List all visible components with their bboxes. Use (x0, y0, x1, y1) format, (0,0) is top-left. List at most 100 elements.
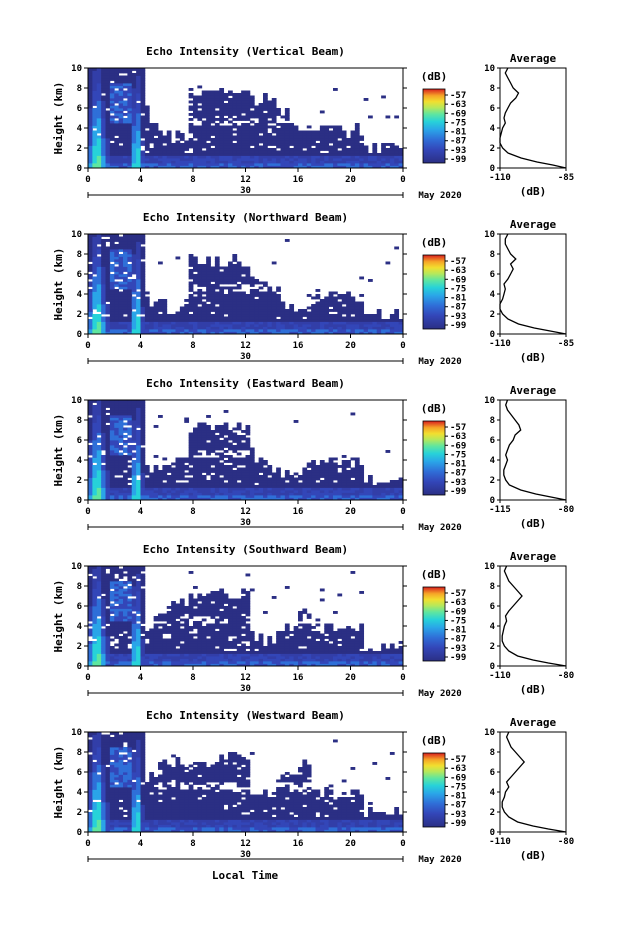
heatmap-cell (311, 467, 316, 471)
heatmap-cell (197, 329, 203, 332)
heatmap-cell (354, 467, 360, 471)
heatmap-cell (298, 158, 303, 161)
heatmap-cell (333, 321, 338, 325)
heatmap-cell (131, 490, 137, 493)
heatmap-cell (188, 435, 194, 438)
heatmap-cell (88, 276, 93, 280)
heatmap-cell (118, 663, 124, 667)
heatmap-cell (333, 138, 338, 141)
heatmap-cell (188, 256, 194, 260)
heatmap-cell (254, 140, 260, 144)
heatmap-cell (109, 628, 115, 632)
heatmap-cell (109, 596, 115, 599)
heatmap-cell (328, 163, 334, 166)
heatmap-cell (92, 331, 98, 335)
heatmap-cell (223, 299, 229, 302)
heatmap-cell (109, 586, 115, 589)
y-axis-label: Height (km) (52, 414, 65, 487)
heatmap-cell (359, 485, 365, 488)
heatmap-cell (105, 110, 111, 114)
heatmap-cell (144, 158, 150, 161)
heatmap-cell (88, 440, 93, 443)
heatmap-cell (118, 631, 124, 634)
heatmap-cell (214, 256, 220, 260)
heatmap-cell (302, 475, 308, 478)
heatmap-cell (214, 294, 220, 297)
heatmap-cell (263, 324, 268, 327)
heatmap-cell (123, 150, 128, 154)
heatmap-cell (245, 160, 251, 164)
heatmap-cell (193, 153, 198, 156)
heatmap-cell (293, 321, 299, 325)
heatmap-cell (385, 261, 391, 265)
heatmap-cell (236, 160, 242, 164)
heatmap-cell (363, 487, 369, 491)
heatmap-cell (223, 128, 229, 131)
heatmap-cell (114, 435, 120, 438)
heatmap-cell (236, 485, 242, 488)
heatmap-cell (105, 105, 111, 109)
heatmap-cell (346, 321, 351, 325)
heatmap-cell (284, 331, 290, 335)
heatmap-cell (123, 80, 128, 84)
heatmap-cell (101, 68, 106, 71)
heatmap-cell (105, 405, 111, 408)
heatmap-cell (109, 407, 115, 411)
heatmap-cell (346, 460, 351, 463)
heatmap-cell (214, 103, 220, 106)
heatmap-cell (298, 155, 303, 159)
heatmap-cell (359, 492, 365, 496)
heatmap-cell (175, 140, 181, 144)
heatmap-cell (206, 435, 211, 438)
heatmap-cell (127, 274, 133, 277)
heatmap-cell (276, 128, 281, 131)
heatmap-cell (140, 321, 146, 325)
heatmap-cell (350, 309, 356, 312)
heatmap-cell (236, 475, 242, 478)
heatmap-cell (88, 613, 93, 617)
heatmap-cell (188, 477, 194, 481)
heatmap-cell (144, 113, 150, 116)
heatmap-cell (263, 319, 268, 322)
heatmap-cell (210, 316, 216, 320)
heatmap-cell (88, 143, 93, 146)
heatmap-cell (92, 118, 98, 121)
heatmap-cell (114, 70, 120, 74)
heatmap-cell (140, 291, 146, 295)
heatmap-cell (188, 165, 194, 169)
heatmap-cell (267, 110, 273, 114)
heatmap-cell (92, 417, 98, 421)
heatmap-cell (193, 465, 198, 468)
heatmap-cell (96, 492, 102, 496)
heatmap-cell (193, 108, 198, 111)
heatmap-cell (214, 128, 220, 131)
heatmap-cell (105, 472, 111, 476)
heatmap-cell (123, 641, 128, 644)
heatmap-cell (276, 314, 281, 317)
heatmap-cell (206, 460, 211, 463)
heatmap-cell (109, 618, 115, 622)
heatmap-cell (118, 467, 124, 471)
heatmap-cell (92, 415, 98, 418)
heatmap-cell (179, 150, 185, 154)
heatmap-cell (223, 470, 229, 473)
heatmap-cell (140, 83, 146, 86)
heatmap-cell (219, 108, 225, 111)
heatmap-cell (149, 329, 155, 332)
heatmap-cell (109, 487, 115, 491)
heatmap-cell (267, 100, 273, 104)
heatmap-cell (153, 145, 159, 149)
heatmap-cell (249, 289, 255, 292)
heatmap-cell (311, 314, 316, 317)
heatmap-cell (127, 68, 133, 71)
heatmap-cell (96, 420, 102, 423)
heatmap-cell (131, 269, 137, 272)
heatmap-cell (88, 140, 93, 144)
heatmap-cell (311, 163, 316, 166)
heatmap-cell (105, 88, 111, 91)
heatmap-cell (350, 326, 356, 330)
heatmap-cell (193, 440, 198, 443)
heatmap-cell (136, 442, 141, 446)
heatmap-cell (131, 140, 137, 144)
heatmap-cell (354, 331, 360, 335)
